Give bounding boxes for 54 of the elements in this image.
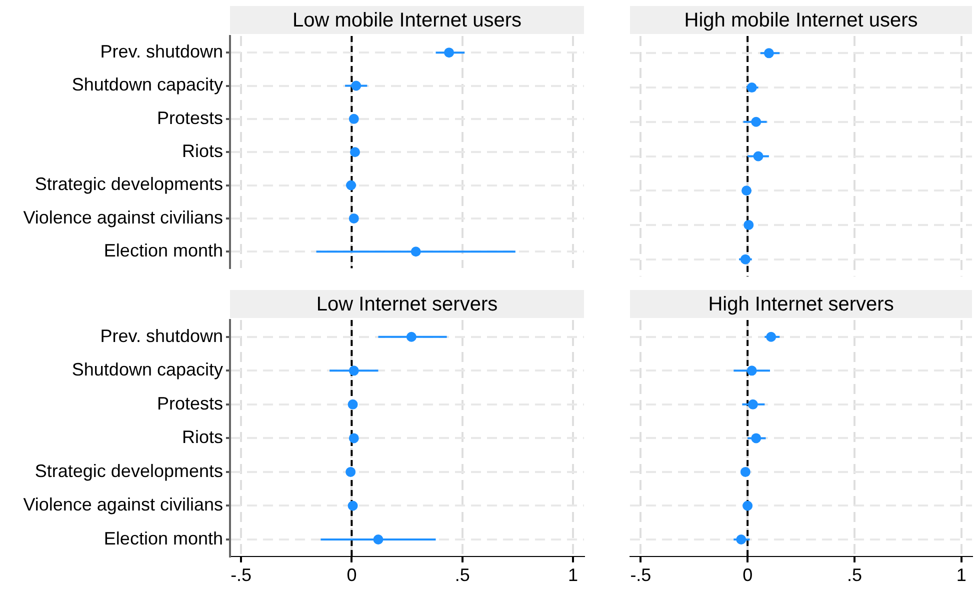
point <box>348 366 359 376</box>
y-tick-label: Prev. shutdown <box>100 42 223 62</box>
x-tick-label: 0 <box>346 565 357 586</box>
point <box>748 399 758 410</box>
x-tick-label: -.5 <box>230 565 252 586</box>
point <box>346 466 356 477</box>
y-tick-label: Riots <box>182 141 223 162</box>
y-tick-label: Protests <box>156 393 223 414</box>
y-tick-label: Riots <box>182 427 223 448</box>
y-tick-label: Prev. shutdown <box>100 326 223 346</box>
point <box>348 399 358 410</box>
chart-title: High mobile Internet users <box>684 10 918 32</box>
y-tick-label: Protests <box>156 108 223 128</box>
point <box>740 466 750 477</box>
x-tick-label: .5 <box>846 565 862 586</box>
point <box>346 180 356 190</box>
point <box>348 500 358 511</box>
point <box>766 332 776 342</box>
point <box>740 254 750 264</box>
point <box>751 116 762 127</box>
point <box>373 534 384 545</box>
x-tick-label: -.5 <box>630 565 652 586</box>
point <box>744 220 754 230</box>
x-tick-label: 1 <box>568 565 578 586</box>
point <box>348 114 359 124</box>
y-tick-label: Violence against civilians <box>23 494 223 515</box>
x-tick-label: .5 <box>454 565 470 586</box>
point <box>741 186 752 196</box>
point <box>753 151 764 162</box>
point <box>406 332 416 342</box>
x-tick-label: 0 <box>742 565 753 586</box>
point <box>746 82 757 93</box>
point <box>746 366 757 376</box>
y-tick-label: Shutdown capacity <box>72 74 223 95</box>
chart-title: Low mobile Internet users <box>292 10 522 32</box>
y-tick-label: Violence against civilians <box>23 207 223 228</box>
y-tick-label: Election month <box>104 240 223 261</box>
y-tick-label: Shutdown capacity <box>72 360 223 380</box>
point <box>348 433 359 444</box>
point <box>350 147 360 158</box>
point <box>764 48 774 58</box>
point <box>742 500 753 511</box>
point <box>736 534 746 545</box>
y-tick-label: Election month <box>104 528 223 548</box>
chart-title: Low Internet servers <box>316 294 498 316</box>
x-tick-label: 1 <box>956 565 966 586</box>
point <box>751 433 762 444</box>
y-tick-label: Strategic developments <box>34 460 223 481</box>
point <box>410 246 421 257</box>
point <box>351 80 362 91</box>
point <box>444 48 454 58</box>
chart-title: High Internet servers <box>708 294 894 316</box>
point <box>348 213 359 224</box>
y-tick-label: Strategic developments <box>34 174 223 194</box>
